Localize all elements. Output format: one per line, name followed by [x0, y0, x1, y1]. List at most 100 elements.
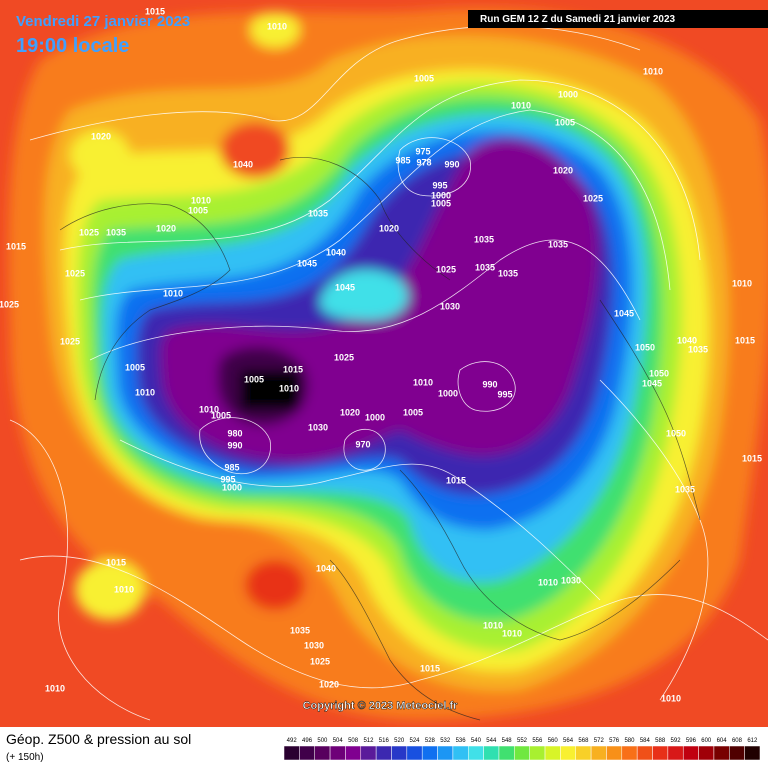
legend-level: 588	[655, 738, 666, 744]
color-legend: 492 496 500 504 508 512 516 520 524 528 532 536 540 5…	[283, 738, 761, 761]
pressure-label: 1045	[614, 308, 634, 318]
pressure-label: 990	[482, 379, 497, 389]
legend-level: 580	[624, 738, 635, 744]
pressure-label: 1020	[379, 223, 399, 233]
pressure-label: 1020	[553, 165, 573, 175]
legend-level: 532	[440, 738, 451, 744]
legend-swatch	[590, 745, 607, 761]
legend-level: 492	[287, 738, 298, 744]
pressure-label: 1000	[558, 89, 578, 99]
pressure-label: 1010	[163, 288, 183, 298]
legend-swatch	[575, 745, 592, 761]
pressure-label: 1025	[65, 268, 85, 278]
pressure-label: 1010	[267, 21, 287, 31]
pressure-label: 1010	[483, 620, 503, 630]
pressure-label: 980	[227, 428, 242, 438]
pressure-label: 1010	[191, 195, 211, 205]
pressure-label: 1005	[555, 117, 575, 127]
pressure-label: 1035	[474, 234, 494, 244]
pressure-label: 995	[220, 474, 235, 484]
legend-swatch	[299, 745, 315, 761]
legend-level: 548	[502, 738, 513, 744]
pressure-label: 1025	[583, 193, 603, 203]
legend-level: 596	[686, 738, 697, 744]
copyright: Copyright © 2023 Meteociel.fr	[303, 700, 459, 712]
legend-level: 572	[594, 738, 605, 744]
pressure-label: 1050	[666, 428, 686, 438]
pressure-label: 1020	[319, 679, 339, 689]
pressure-label: 1010	[199, 404, 219, 414]
legend-swatch	[698, 745, 715, 761]
legend-level: 612	[747, 738, 758, 744]
pressure-label: 1010	[732, 278, 752, 288]
pressure-label: 1035	[475, 262, 495, 272]
legend-level: 576	[609, 738, 620, 744]
pressure-label: 1010	[413, 377, 433, 387]
legend-swatch	[375, 745, 392, 761]
legend-level: 544	[486, 738, 497, 744]
legend-level: 528	[425, 738, 436, 744]
pressure-label: 1035	[498, 268, 518, 278]
pressure-label: 1015	[145, 6, 165, 16]
legend-swatch	[437, 745, 454, 761]
pressure-label: 1010	[45, 683, 65, 693]
pressure-label: 1000	[365, 412, 385, 422]
legend-swatch	[621, 745, 638, 761]
pressure-label: 1000	[438, 388, 458, 398]
pressure-label: 1010	[502, 628, 522, 638]
pressure-label: 1015	[735, 335, 755, 345]
pressure-label: 1030	[304, 640, 324, 650]
legend-level: 512	[363, 738, 374, 744]
legend-swatch	[682, 745, 699, 761]
pressure-label: 1015	[6, 241, 26, 251]
pressure-label: 1045	[297, 258, 317, 268]
pressure-label: 1010	[279, 383, 299, 393]
legend-swatch	[391, 745, 408, 761]
pressure-label: 1035	[548, 239, 568, 249]
forecast-time: 19:00 locale	[16, 35, 129, 57]
legend-swatch	[514, 745, 530, 761]
pressure-label: 1045	[642, 378, 662, 388]
pressure-label: 1030	[308, 422, 328, 432]
legend-level: 584	[640, 738, 651, 744]
legend-level: 524	[410, 738, 421, 744]
legend-level: 496	[302, 738, 313, 744]
footer-title: Géop. Z500 & pression au sol	[6, 731, 191, 747]
legend-swatch	[421, 745, 438, 761]
legend-swatch	[314, 745, 331, 761]
pressure-label: 1015	[742, 453, 762, 463]
run-info: Run GEM 12 Z du Samedi 21 janvier 2023	[480, 14, 676, 25]
pressure-label: 1005	[414, 73, 434, 83]
legend-swatch	[452, 745, 469, 761]
isobars	[9, 25, 768, 721]
legend-swatch	[544, 745, 561, 761]
legend-swatch	[560, 745, 576, 761]
pressure-label: 1015	[420, 663, 440, 673]
legend-level: 516	[379, 738, 390, 744]
pressure-label: 1025	[310, 656, 330, 666]
run-box	[468, 10, 768, 28]
legend-swatch	[667, 745, 684, 761]
coastlines	[59, 157, 701, 721]
legend-swatch	[744, 745, 761, 761]
pressure-label: 995	[432, 180, 447, 190]
pressure-label: 1005	[431, 198, 451, 208]
legend-swatch	[468, 745, 484, 761]
pressure-label: 1040	[233, 159, 253, 169]
pressure-label: 990	[227, 440, 242, 450]
pressure-label: 1025	[79, 227, 99, 237]
pressure-label: 1010	[661, 693, 681, 703]
legend-level: 592	[671, 738, 682, 744]
pressure-label: 1030	[440, 301, 460, 311]
legend-level: 560	[548, 738, 559, 744]
pressure-label: 990	[444, 159, 459, 169]
legend-swatch	[360, 745, 377, 761]
pressure-label: 1040	[677, 335, 697, 345]
pressure-label: 1030	[561, 575, 581, 585]
pressure-label: 1005	[188, 205, 208, 215]
pressure-label: 1025	[60, 336, 80, 346]
pressure-label: 1040	[326, 247, 346, 257]
legend-swatch	[606, 745, 623, 761]
legend-level: 600	[701, 738, 712, 744]
pressure-label: 1000	[431, 190, 451, 200]
